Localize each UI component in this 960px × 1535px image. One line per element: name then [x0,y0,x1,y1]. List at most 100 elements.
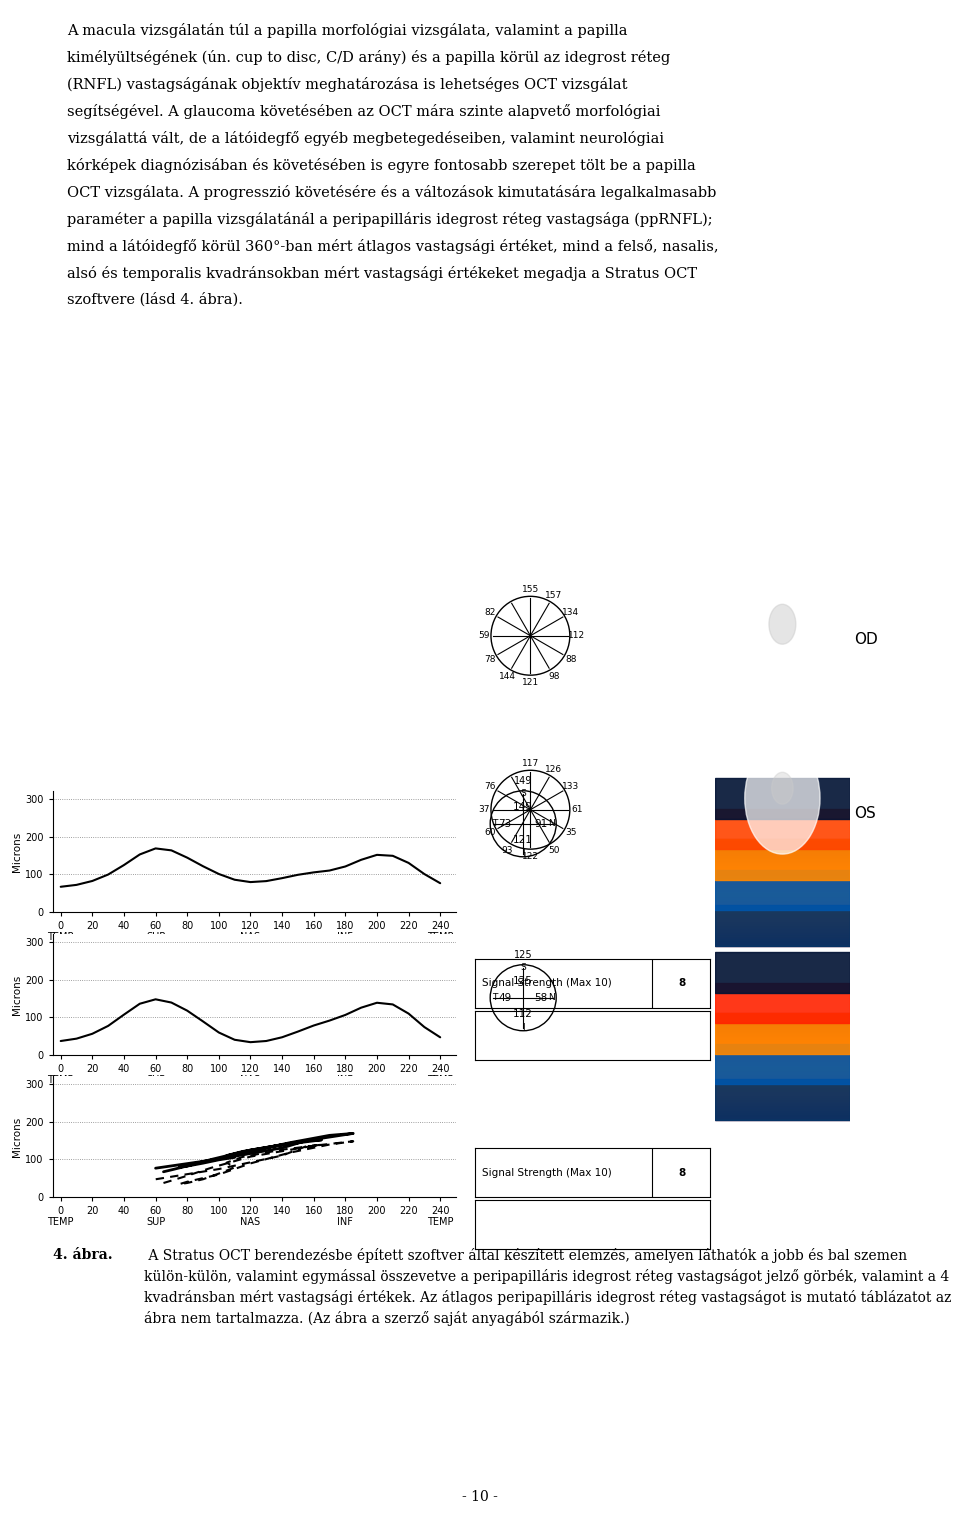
Text: Signal Strength (Max 10): Signal Strength (Max 10) [482,1168,612,1177]
Bar [715,852,850,857]
Bar [715,1041,850,1045]
Text: 125: 125 [514,976,533,987]
Y-axis label: Microns: Microns [12,975,22,1015]
Text: 50: 50 [548,846,560,855]
Text: INF: INF [337,932,353,942]
Bar [715,1048,850,1053]
Bar [715,910,850,915]
Bar [715,1104,850,1110]
Bar [715,1082,850,1087]
Bar [715,884,850,890]
Text: INF: INF [337,1217,353,1226]
Text: NAS: NAS [240,932,260,942]
Text: TEMP: TEMP [427,932,453,942]
Text: 93: 93 [501,846,513,855]
Bar [715,1056,850,1062]
Text: OS: OS [854,806,876,821]
Text: 61: 61 [571,806,583,814]
Text: 117: 117 [522,758,539,768]
Text: 4. ábra.: 4. ábra. [53,1248,112,1262]
Bar [715,895,850,901]
Bar [715,778,850,820]
Text: 73: 73 [498,818,512,829]
Text: I: I [522,849,524,858]
Bar [715,916,850,921]
Bar [715,1078,850,1082]
Bar [715,1101,850,1105]
Bar [715,1030,850,1035]
Bar [715,1107,850,1111]
Text: 35: 35 [564,829,576,838]
Bar [715,982,850,1024]
Text: 37: 37 [478,806,490,814]
Text: 8: 8 [679,1168,685,1177]
Bar [715,1025,850,1032]
Bar [715,883,850,887]
Bar [715,1114,850,1121]
Bar [715,924,850,929]
Bar [715,933,850,938]
Bar [715,841,850,846]
Bar [715,918,850,923]
Bar [715,1079,850,1121]
Text: TEMP: TEMP [47,1217,74,1226]
Text: 133: 133 [562,781,579,791]
Bar [715,1073,850,1079]
Bar [715,1113,850,1117]
Bar [715,875,850,880]
Text: 98: 98 [548,671,560,680]
Bar [715,1047,850,1051]
Bar [715,840,850,880]
Bar [715,1044,850,1050]
Text: INF: INF [337,1074,353,1085]
Bar [715,1013,850,1055]
Bar [715,923,850,927]
Bar [715,1111,850,1116]
Bar [715,1071,850,1076]
Bar [715,1064,850,1068]
Bar [715,930,850,935]
Text: OD: OD [854,632,878,648]
Text: 144: 144 [498,671,516,680]
Text: 8: 8 [679,978,685,989]
Bar [715,1098,850,1104]
Text: SUP: SUP [146,1217,165,1226]
Bar [715,1024,850,1028]
Bar [715,929,850,933]
Bar [715,872,850,878]
Text: N: N [548,820,555,829]
Bar [715,1035,850,1039]
Text: I: I [522,1024,524,1032]
Bar [715,893,850,898]
Bar [715,863,850,867]
Bar [715,1094,850,1099]
Circle shape [772,772,793,804]
Bar [715,1055,850,1059]
Bar [715,866,850,872]
Bar [715,876,850,881]
Text: 88: 88 [564,654,576,663]
Bar [715,1079,850,1085]
Bar [715,1108,850,1113]
Bar [715,939,850,944]
Y-axis label: Microns: Microns [12,832,22,872]
Text: TEMP: TEMP [47,1074,74,1085]
Bar [715,889,850,893]
Y-axis label: Microns: Microns [12,1116,22,1157]
Text: 49: 49 [498,993,512,1002]
Text: 60: 60 [485,829,496,838]
Bar [715,1085,850,1091]
Text: 76: 76 [485,781,496,791]
Bar [715,1084,850,1088]
Text: 112: 112 [514,1008,533,1019]
Text: A Stratus OCT berendezésbe épített szoftver által készített elemzés, amelyen lát: A Stratus OCT berendezésbe épített szoft… [144,1248,951,1326]
Bar [715,1038,850,1044]
Bar [715,864,850,869]
Bar [715,1070,850,1074]
Bar [715,1061,850,1065]
Bar [715,900,850,904]
Bar [715,926,850,932]
Text: S: S [520,789,526,798]
Bar [715,887,850,892]
Bar [715,1044,850,1084]
